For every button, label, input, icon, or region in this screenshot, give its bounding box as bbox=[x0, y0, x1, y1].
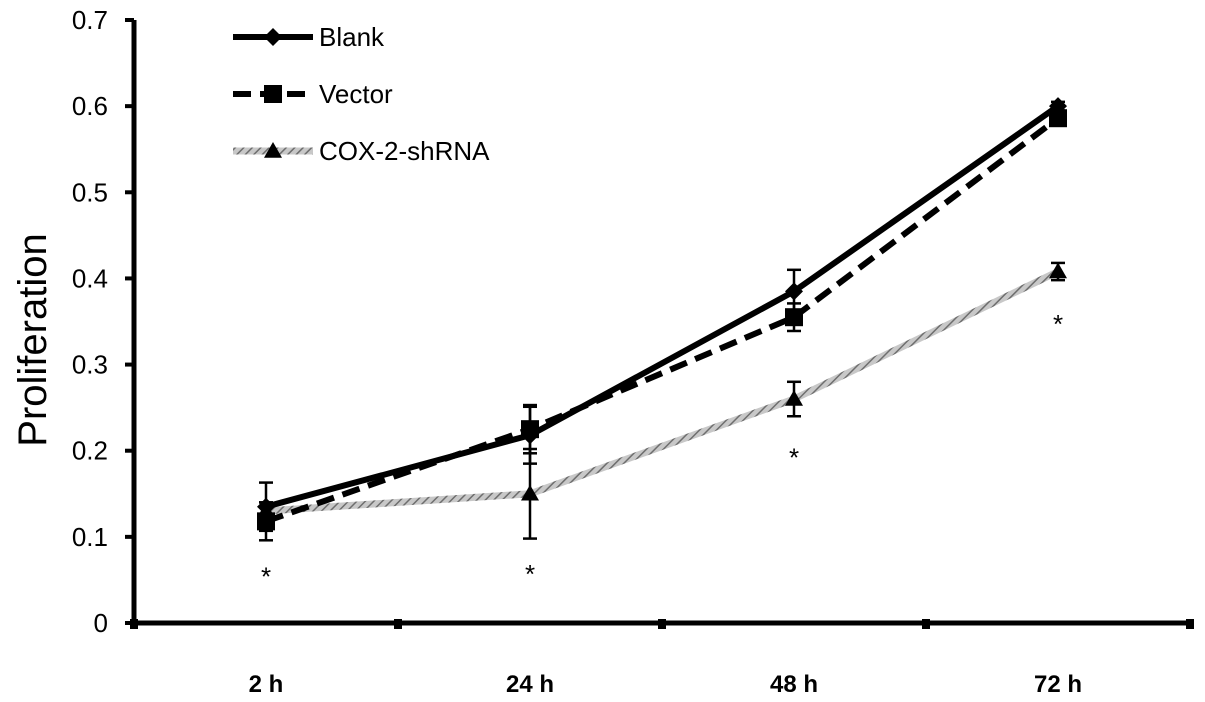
axes: 0 0.1 0.2 0.3 0.4 0.5 0.6 0.7 2 h 24 h 48 h 72 h bbox=[72, 5, 1194, 698]
data-point-vector bbox=[521, 420, 539, 439]
series-line-vector bbox=[265, 115, 1060, 525]
data-point-cox-2-shrna bbox=[521, 484, 539, 501]
legend-label-blank: Blank bbox=[319, 22, 385, 52]
legend-marker-cox-2-shrna bbox=[264, 142, 282, 158]
data-point-vector bbox=[785, 308, 803, 327]
data-point-cox-2-shrna bbox=[785, 390, 803, 406]
significance-marker: * bbox=[1053, 309, 1063, 339]
significance-marker: * bbox=[789, 443, 799, 473]
series-line-blank bbox=[265, 103, 1060, 510]
series-line-cox-2-shrna bbox=[265, 268, 1060, 515]
y-tick-label: 0.6 bbox=[72, 91, 108, 121]
x-tick-label: 2 h bbox=[249, 671, 284, 698]
y-tick-label: 0.7 bbox=[72, 5, 108, 35]
x-tick-label: 24 h bbox=[506, 671, 554, 698]
x-tick-label: 48 h bbox=[770, 671, 818, 698]
data-point-cox-2-shrna bbox=[1049, 262, 1067, 279]
significance-marker: * bbox=[261, 562, 271, 592]
y-tick-label: 0.2 bbox=[72, 436, 108, 466]
plot-area: * * * * bbox=[257, 97, 1067, 592]
legend-label-vector: Vector bbox=[319, 79, 393, 109]
y-tick-label: 0.1 bbox=[72, 522, 108, 552]
y-axis-label: Proliferation bbox=[11, 233, 55, 446]
data-point-blank bbox=[785, 282, 803, 301]
significance-marker: * bbox=[525, 559, 535, 589]
y-tick-label: 0.4 bbox=[72, 263, 108, 293]
y-tick-label: 0.3 bbox=[72, 350, 108, 380]
y-tick-label: 0 bbox=[94, 608, 108, 638]
legend-label-cox-2-shrna: COX-2-shRNA bbox=[319, 136, 490, 166]
data-point-cox-2-shrna bbox=[257, 502, 275, 518]
data-point-vector bbox=[1049, 109, 1067, 128]
x-tick-label: 72 h bbox=[1034, 671, 1082, 698]
y-tick-label: 0.5 bbox=[72, 177, 108, 207]
legend-marker-vector bbox=[264, 85, 282, 103]
legend: Blank Vector COX-2-shRNA bbox=[233, 22, 490, 166]
legend-marker-blank bbox=[264, 28, 282, 46]
